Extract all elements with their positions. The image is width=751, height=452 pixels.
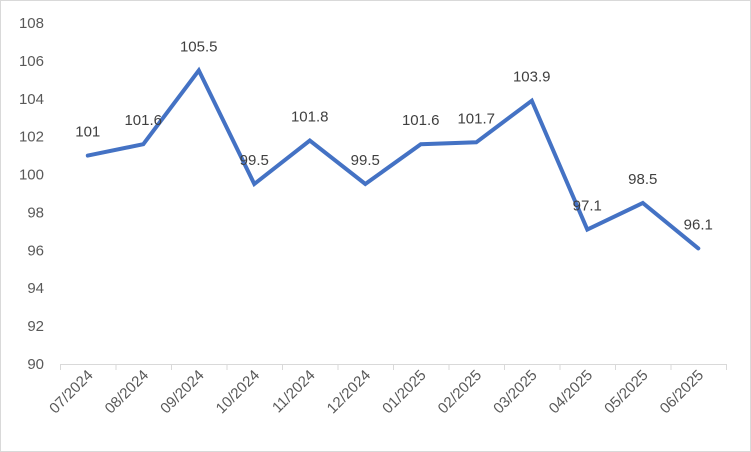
data-label: 97.1 [573, 197, 602, 214]
x-tick-label: 11/2024 [269, 367, 319, 417]
y-tick-label: 104 [19, 91, 44, 108]
y-tick-label: 106 [19, 53, 44, 70]
x-tick-label: 02/2025 [435, 367, 485, 417]
y-tick-label: 108 [19, 15, 44, 32]
x-tick-label: 04/2025 [546, 367, 596, 417]
data-label: 103.9 [513, 69, 551, 86]
series-line [85, 66, 701, 251]
y-tick-label: 98 [27, 204, 44, 221]
data-label: 101.6 [402, 112, 440, 129]
data-label: 105.5 [180, 38, 218, 55]
x-tick-label: 09/2024 [157, 367, 207, 417]
y-tick-label: 92 [27, 318, 44, 335]
data-label: 98.5 [628, 171, 657, 188]
data-label: 101.6 [124, 112, 162, 129]
x-tick-label: 07/2024 [46, 367, 96, 417]
x-tick-label: 08/2024 [102, 367, 152, 417]
y-tick-label: 100 [19, 167, 44, 184]
x-tick-label: 06/2025 [657, 367, 707, 417]
data-label: 99.5 [351, 152, 380, 169]
data-label: 101.7 [457, 110, 495, 127]
data-label: 101 [75, 124, 100, 141]
y-tick-label: 94 [27, 280, 44, 297]
y-tick-label: 90 [27, 356, 44, 373]
x-tick-label: 12/2024 [324, 367, 374, 417]
x-tick-label: 05/2025 [601, 367, 651, 417]
data-label: 101.8 [291, 108, 329, 125]
data-label: 99.5 [240, 152, 269, 169]
y-tick-label: 102 [19, 129, 44, 146]
x-tick-label: 01/2025 [379, 367, 429, 417]
x-tick-label: 03/2025 [490, 367, 540, 417]
x-tick-label: 10/2024 [213, 367, 263, 417]
y-tick-label: 96 [27, 242, 44, 259]
data-label: 96.1 [684, 216, 713, 233]
